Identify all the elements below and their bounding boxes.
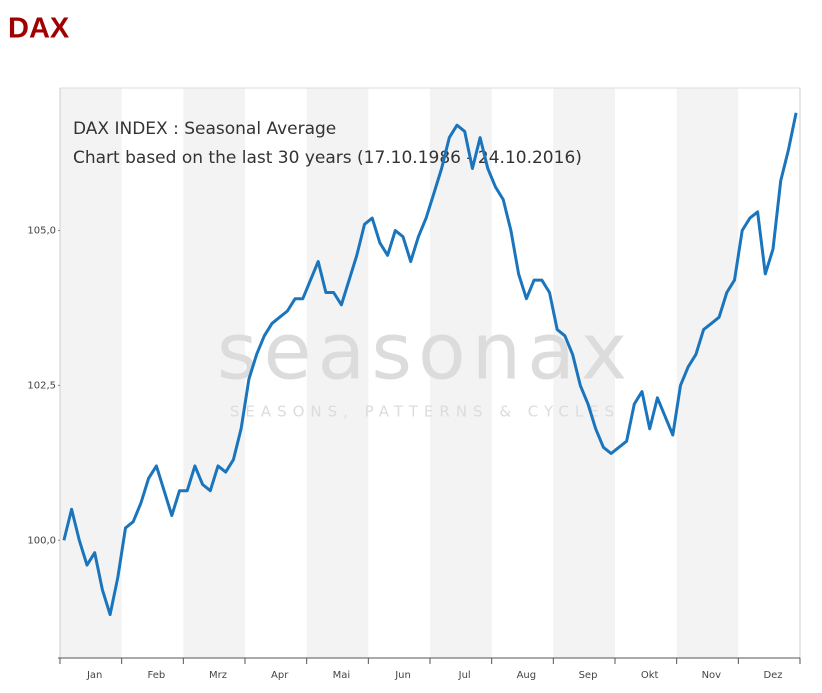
month-band <box>183 88 245 658</box>
month-band <box>430 88 492 658</box>
watermark-tagline: SEASONS, PATTERNS & CYCLES <box>230 403 620 421</box>
x-tick-label: Nov <box>702 670 722 681</box>
y-tick-label: 100,0 <box>27 535 56 546</box>
chart-subtitle: Chart based on the last 30 years (17.10.… <box>73 148 582 168</box>
month-band <box>60 88 122 658</box>
x-tick-label: Jun <box>394 670 411 681</box>
chart-title: DAX INDEX : Seasonal Average <box>73 119 336 139</box>
series-line <box>62 112 798 617</box>
x-tick-label: Dez <box>763 670 782 681</box>
month-bands <box>59 87 801 658</box>
watermark: seasonax <box>217 307 633 397</box>
x-tick-label: Jul <box>458 670 471 681</box>
x-tick-label: Mrz <box>209 670 227 681</box>
month-band <box>306 88 369 658</box>
y-tick-label: 102,5 <box>27 380 56 391</box>
x-tick-label: Okt <box>641 670 659 681</box>
y-tick-label: 105,0 <box>27 226 56 237</box>
page-title: DAX <box>8 13 70 45</box>
x-tick-label: Sep <box>579 670 598 681</box>
x-tick-label: Feb <box>147 670 165 681</box>
x-tick-label: Apr <box>271 670 289 681</box>
x-tick-label: Mai <box>333 670 351 681</box>
month-band <box>553 88 615 658</box>
x-tick-label: Jan <box>86 670 102 681</box>
x-tick-label: Aug <box>517 670 537 681</box>
